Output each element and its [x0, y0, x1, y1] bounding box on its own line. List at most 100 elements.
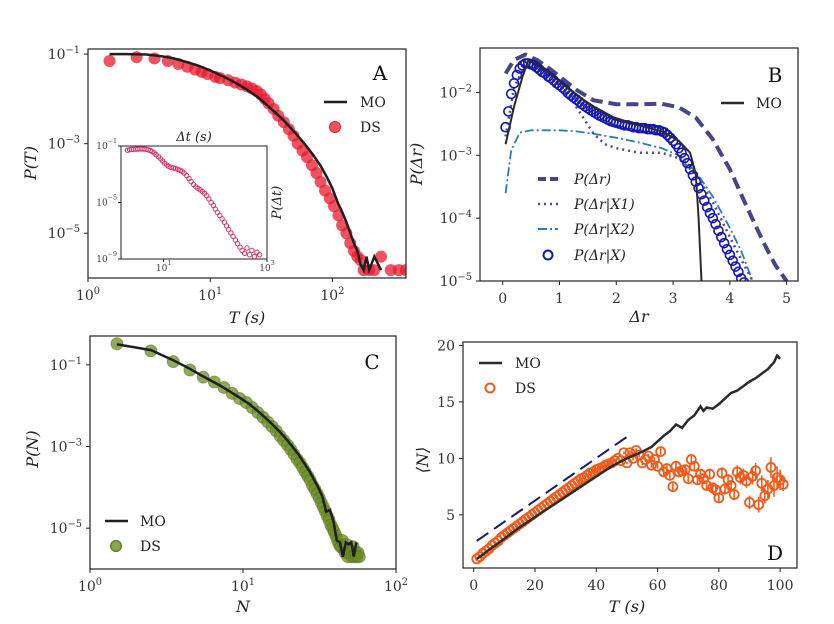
- panel-d-ytick-label: 15: [437, 395, 455, 411]
- ds-point: [704, 468, 716, 480]
- panel-d-ticks: 0 20 40 60 80 100 5 10 15 20: [437, 338, 793, 594]
- px-point: [724, 249, 736, 261]
- panel-a-xtick-label: 100: [76, 286, 100, 304]
- ds-point: [679, 464, 691, 476]
- ds-point: [667, 481, 679, 493]
- ds-point: [728, 489, 740, 500]
- ds-point: [103, 55, 116, 68]
- inset-point: [246, 252, 253, 258]
- px-point: [718, 237, 730, 249]
- panel-a-ylabel: P(T): [21, 146, 40, 181]
- inset-xtick-label: 103: [259, 260, 274, 274]
- px-point: [721, 243, 733, 255]
- ds-point: [474, 551, 486, 563]
- px-point: [733, 266, 744, 278]
- panel-a-letter: A: [372, 61, 388, 85]
- guide-dashed-line: [476, 436, 628, 542]
- panel-b-xtick-label: 0: [498, 291, 507, 307]
- panel-b-frame: [479, 47, 799, 282]
- panel-c-ticks: 100 101 102 10−1 10−3 10−5: [50, 356, 408, 595]
- ds-point: [110, 337, 124, 351]
- legend-mo-label: MO: [140, 514, 166, 530]
- legend-open-circle-icon: [542, 249, 554, 261]
- panel-d-xtick-label: 40: [587, 578, 605, 594]
- panel-d-xtick-label: 60: [649, 578, 667, 594]
- px-point: [699, 195, 710, 206]
- panel-b-marks: [500, 52, 789, 297]
- ds-point: [716, 467, 728, 479]
- panel-b-xtick-label: 3: [669, 291, 678, 307]
- ds-point: [765, 462, 777, 473]
- panel-d: 0 20 40 60 80 100 5 10 15 20 T (s) ⟨N⟩ D MO DS: [413, 338, 798, 616]
- px-point: [745, 288, 754, 297]
- panel-a-ytick-label: 10−1: [48, 45, 80, 63]
- panel-d-ytick-label: 5: [446, 508, 455, 524]
- panel-a-xtick-label: 101: [198, 286, 222, 304]
- px-point: [713, 225, 724, 237]
- panel-a-ytick-label: 10−3: [48, 135, 80, 153]
- panel-c-marks: [110, 337, 366, 564]
- panel-d-ytick-label: 10: [437, 451, 455, 467]
- panel-b-ytick-label: 10−3: [440, 146, 472, 164]
- inset-ytick-label: 10−5: [96, 195, 117, 209]
- px-point: [730, 261, 741, 272]
- panel-c-ytick-label: 10−3: [50, 438, 82, 456]
- panel-a-marks: [103, 51, 406, 277]
- panel-c-xtick-label: 102: [384, 577, 408, 595]
- ds-point: [646, 459, 657, 471]
- ds-point: [688, 460, 700, 472]
- panel-b-xlabel: Δr: [628, 307, 650, 326]
- panel-a-ticks: 100 101 102 10−1 10−3 10−5: [48, 45, 345, 304]
- ds-point: [480, 545, 492, 557]
- panel-d-ylabel: ⟨N⟩: [413, 447, 432, 473]
- panel-b-xtick-label: 5: [782, 291, 791, 307]
- px-point: [701, 201, 713, 213]
- px-point: [659, 127, 670, 138]
- ds-point: [692, 474, 703, 486]
- legend-ds-label: DS: [515, 381, 536, 397]
- panel-b-ytick-label: 10−4: [440, 209, 472, 227]
- p-line: [503, 52, 789, 281]
- inset-xlabel: Δt (s): [175, 130, 212, 145]
- inset-point: [256, 252, 263, 258]
- inset-xtick-label: 101: [156, 260, 171, 274]
- px-point: [662, 129, 673, 141]
- px-point: [693, 182, 704, 194]
- inset-point: [230, 233, 236, 240]
- ds-point: [771, 472, 783, 484]
- legend-ds-marker-icon: [329, 121, 341, 133]
- panel-d-legend: MO DS: [479, 356, 541, 397]
- ds-point: [777, 478, 789, 490]
- legend-mo-label: MO: [360, 95, 386, 111]
- ds-point: [618, 447, 630, 459]
- px-point: [716, 231, 727, 243]
- panel-b-ylabel: P(Δr): [407, 143, 426, 186]
- legend-ds-open-circle-icon: [484, 382, 496, 394]
- px-point: [687, 170, 699, 181]
- panel-b-ytick-label: 10−2: [440, 83, 472, 101]
- panel-a-ytick-label: 10−5: [48, 224, 80, 242]
- inset-point: [172, 165, 179, 172]
- inset-point: [251, 253, 258, 260]
- legend-px-label: P(Δr|X): [573, 248, 626, 264]
- ds-point: [713, 492, 725, 504]
- inset-ytick-label: 10−9: [96, 251, 117, 265]
- legend-ds-marker-icon: [110, 540, 122, 552]
- panel-c-letter: C: [364, 350, 379, 374]
- panel-d-xtick-label: 20: [526, 578, 544, 594]
- panel-b-ticks: 0 1 2 3 4 5 10−2 10−3 10−4 10−5: [440, 83, 791, 307]
- inset-ylabel: P(Δt): [270, 186, 285, 221]
- px-point: [710, 218, 721, 230]
- ds-point: [701, 480, 713, 491]
- panel-d-frame: [462, 341, 798, 569]
- panel-a-legend: MO DS: [324, 95, 386, 136]
- mo-line: [504, 59, 703, 281]
- panel-b-letter: B: [768, 63, 783, 87]
- panel-c-frame: [89, 335, 397, 570]
- panel-b: 0 1 2 3 4 5 10−2 10−3 10−4 10−5 Δr P(Δr) B MO P(Δ…: [407, 47, 799, 326]
- panel-c-ytick-label: 10−5: [50, 519, 82, 537]
- legend-mo-label: MO: [756, 96, 782, 112]
- panel-a-xtick-label: 102: [320, 286, 344, 304]
- panel-c-xtick-label: 100: [78, 577, 102, 595]
- ds-point: [750, 465, 762, 477]
